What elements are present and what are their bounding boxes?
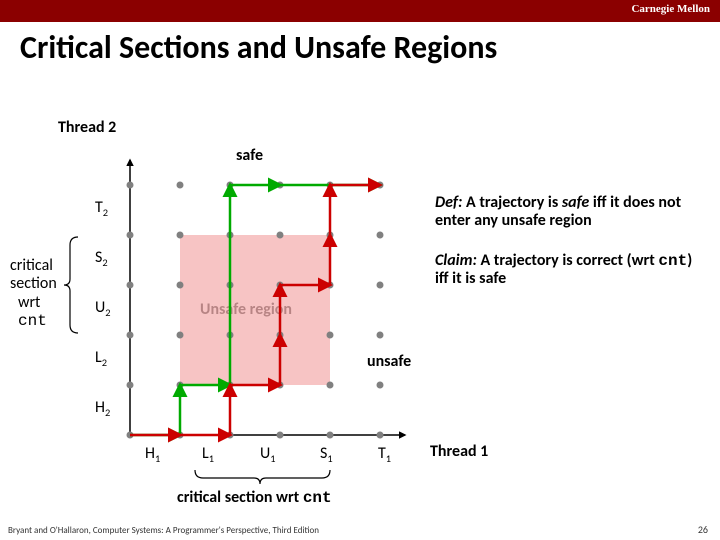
footer-page: 26 (698, 523, 708, 536)
trajectory-diagram (0, 0, 720, 540)
footer-citation: Bryant and O'Hallaron, Computer Systems:… (8, 525, 319, 536)
